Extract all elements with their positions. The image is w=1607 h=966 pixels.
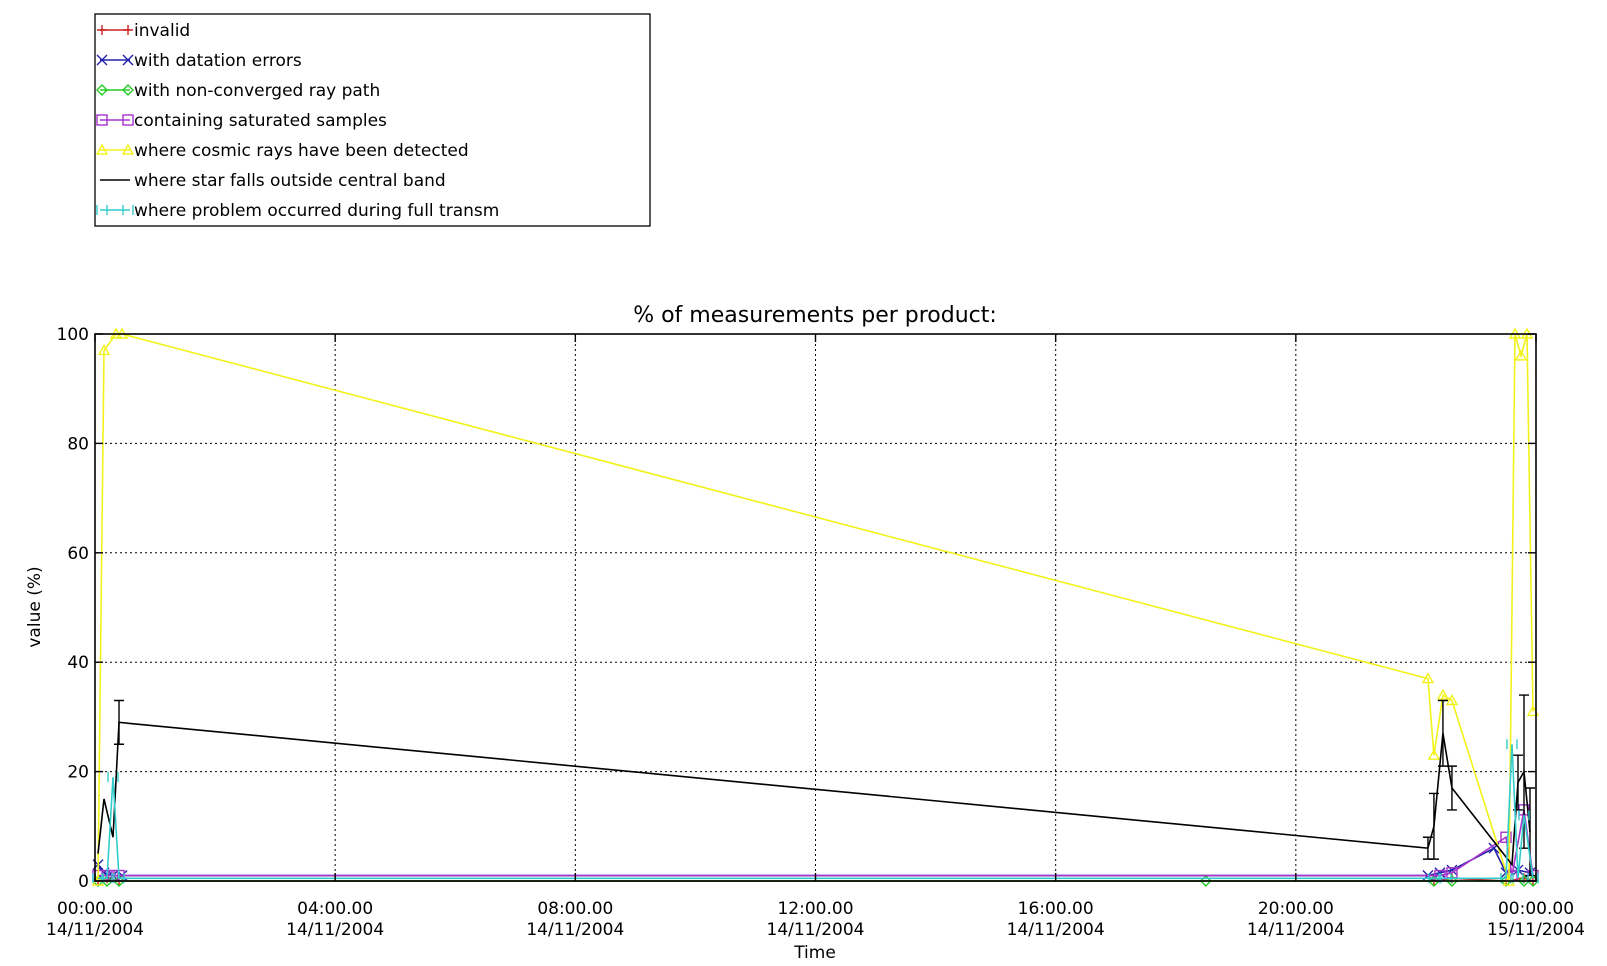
legend-label-1: with datation errors xyxy=(134,51,302,71)
legend-item-1: with datation errors xyxy=(96,51,302,71)
legend-item-5: where star falls outside central band xyxy=(100,171,446,191)
legend-marker-end-1 xyxy=(122,54,134,66)
series-3-point-6 xyxy=(1500,831,1512,843)
x-tick-date-2: 14/11/2004 xyxy=(526,920,624,940)
plot-series xyxy=(91,327,1540,887)
series-2-point-4 xyxy=(1427,875,1440,887)
series-line-3 xyxy=(98,809,1534,877)
legend-item-3: containing saturated samples xyxy=(96,111,387,131)
series-2-point-5 xyxy=(1445,875,1458,887)
legend-marker-start-1 xyxy=(96,54,108,66)
series-4-point-10 xyxy=(1514,349,1528,361)
legend-marker-end-2 xyxy=(122,84,134,96)
legend-marker-start-0 xyxy=(97,25,107,35)
series-6-point-9 xyxy=(1518,810,1530,821)
y-tick-label-4: 80 xyxy=(67,434,89,454)
x-tick-time-4: 16:00.00 xyxy=(1018,899,1094,919)
legend-marker-end-3 xyxy=(122,114,134,126)
legend-item-2: with non-converged ray path xyxy=(96,81,380,101)
x-tick-date-6: 15/11/2004 xyxy=(1487,920,1585,940)
series-5-errorbar-3 xyxy=(114,699,125,745)
x-tick-date-3: 14/11/2004 xyxy=(767,920,865,940)
x-tick-date-4: 14/11/2004 xyxy=(1007,920,1105,940)
legend-marker-start-6 xyxy=(96,205,108,215)
chart-title: % of measurements per product: xyxy=(633,303,997,328)
legend-item-0: invalid xyxy=(97,21,190,41)
legend-marker-start-2 xyxy=(96,84,108,96)
series-line-6 xyxy=(98,744,1534,880)
legend-marker-start-3 xyxy=(96,114,108,126)
series-5-errorbar-6 xyxy=(1437,699,1448,767)
series-4-point-4 xyxy=(1421,672,1435,684)
series-2-point-3 xyxy=(1199,875,1212,887)
y-tick-label-2: 40 xyxy=(67,653,89,673)
legend-label-2: with non-converged ray path xyxy=(134,81,380,101)
x-tick-time-5: 20:00.00 xyxy=(1258,899,1334,919)
y-tick-label-3: 60 xyxy=(67,544,89,564)
legend-marker-end-0 xyxy=(123,25,133,35)
series-6-point-7 xyxy=(1506,739,1518,750)
y-axis-ticks: 0 20 40 60 80 100 xyxy=(57,325,1536,892)
y-tick-label-5: 100 xyxy=(57,325,89,345)
x-tick-time-0: 00:00.00 xyxy=(57,899,133,919)
legend-label-5: where star falls outside central band xyxy=(134,171,446,191)
series-4-point-7 xyxy=(1445,694,1459,706)
x-tick-time-6: 00:00.00 xyxy=(1498,899,1574,919)
series-4-point-1 xyxy=(97,343,111,356)
series-5-errorbar-7 xyxy=(1446,765,1457,811)
legend: invalid with datation errors with non-conv… xyxy=(94,13,651,227)
x-axis-label: Time xyxy=(793,943,836,963)
legend-label-4: where cosmic rays have been detected xyxy=(134,141,469,161)
plot-grid xyxy=(95,334,1536,881)
legend-box xyxy=(94,13,651,227)
legend-item-6: where problem occurred during full trans… xyxy=(96,201,499,221)
x-tick-date-5: 14/11/2004 xyxy=(1247,920,1345,940)
legend-marker-end-6 xyxy=(122,205,134,215)
x-tick-time-3: 12:00.00 xyxy=(777,899,853,919)
x-axis-ticks: 00:00.0014/11/200404:00.0014/11/200408:0… xyxy=(46,334,1585,940)
series-line-1 xyxy=(97,847,1531,877)
series-6-point-2 xyxy=(107,772,119,783)
x-tick-time-1: 04:00.00 xyxy=(297,899,373,919)
legend-label-0: invalid xyxy=(134,21,190,41)
x-tick-date-0: 14/11/2004 xyxy=(46,920,144,940)
legend-marker-start-4 xyxy=(95,143,109,155)
x-tick-time-2: 08:00.00 xyxy=(537,899,613,919)
series-4 xyxy=(91,327,1540,886)
series-line-4 xyxy=(97,333,1534,882)
legend-item-4: where cosmic rays have been detected xyxy=(95,141,469,161)
x-tick-date-1: 14/11/2004 xyxy=(286,920,384,940)
series-5-errorbar-5 xyxy=(1428,792,1439,860)
legend-label-6: where problem occurred during full trans… xyxy=(134,201,499,221)
series-5 xyxy=(97,694,1535,877)
series-4-point-6 xyxy=(1436,688,1450,700)
series-line-5 xyxy=(97,721,1531,867)
legend-marker-end-4 xyxy=(121,143,135,155)
legend-label-3: containing saturated samples xyxy=(134,111,387,131)
y-tick-label-1: 20 xyxy=(67,763,89,783)
plot-frame xyxy=(94,333,1537,882)
y-tick-label-0: 0 xyxy=(78,872,89,892)
y-axis-label: value (%) xyxy=(25,566,45,647)
legend-items: invalid with datation errors with non-conv… xyxy=(95,21,499,221)
series-4-point-5 xyxy=(1427,748,1441,760)
series-2-point-2 xyxy=(113,875,126,887)
